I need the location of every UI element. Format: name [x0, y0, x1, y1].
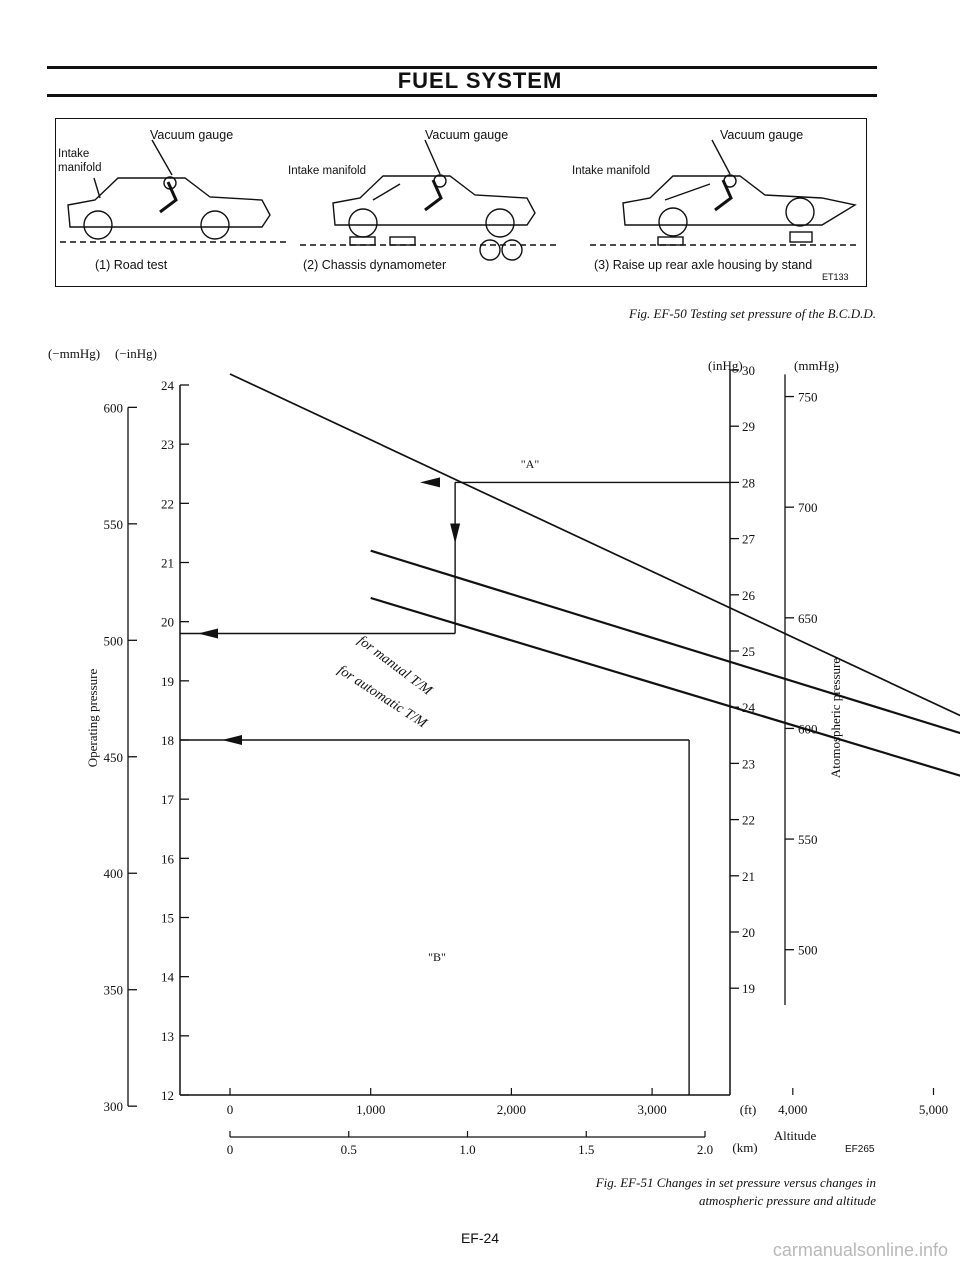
- panel3-gauge-label: Vacuum gauge: [720, 128, 804, 142]
- car-panel-1: [60, 139, 290, 243]
- tick-label-atm-mmhg: 500: [798, 943, 818, 958]
- header-rule-top: [47, 66, 877, 69]
- example-a-arrowhead-result: [198, 628, 218, 639]
- tick-label-mmhg: 450: [104, 750, 124, 765]
- fig51-caption-line2: atmospheric pressure and altitude: [698, 1193, 876, 1208]
- fig50-caption: Fig. EF-50 Testing set pressure of the B…: [629, 306, 876, 321]
- tick-label-atm-inhg: 26: [742, 588, 756, 603]
- tick-label-atm-mmhg: 650: [798, 611, 818, 626]
- tick-label-ft: 5,000: [919, 1102, 948, 1117]
- tick-label-km: 1.0: [459, 1142, 475, 1157]
- fig50-illustration: [60, 139, 860, 261]
- panel3-manifold-label: Intake manifold: [572, 165, 650, 177]
- tick-label-inhg: 22: [161, 496, 174, 511]
- atm-vs-altitude-line: [229, 373, 960, 717]
- tick-label-mmhg: 300: [104, 1099, 124, 1114]
- x-unit-km: (km): [732, 1140, 757, 1155]
- tick-label-atm-inhg: 22: [742, 813, 755, 828]
- tick-label-inhg: 17: [161, 792, 175, 807]
- example-a-arrowhead-down: [450, 523, 461, 544]
- tick-label-atm-inhg: 21: [742, 869, 755, 884]
- unit-right-inner: (inHg): [708, 358, 743, 373]
- tick-label-inhg: 19: [161, 674, 174, 689]
- tick-label-ft: 4,000: [778, 1102, 807, 1117]
- tick-label-inhg: 24: [161, 378, 175, 393]
- tick-label-inhg: 21: [161, 556, 174, 571]
- header-rule-bottom: [47, 94, 877, 97]
- tick-label-inhg: 20: [161, 615, 174, 630]
- panel2-caption: (2) Chassis dynamometer: [303, 258, 447, 272]
- atm-axis-title: Atomospheric pressure: [828, 658, 843, 778]
- fig51-caption: Fig. EF-51 Changes in set pressure versu…: [596, 1174, 876, 1210]
- tick-label-atm-inhg: 27: [742, 532, 756, 547]
- tick-label-km: 0: [227, 1142, 234, 1157]
- unit-left-outer: (−mmHg): [48, 346, 100, 361]
- tick-label-km: 2.0: [697, 1142, 713, 1157]
- tick-label-mmhg: 400: [104, 866, 124, 881]
- series-line-manual: [370, 549, 960, 735]
- panel3-caption: (3) Raise up rear axle housing by stand: [594, 258, 813, 272]
- chart-svg: 1213141516171819202122232430035040045050…: [48, 346, 960, 1157]
- tick-label-atm-inhg: 28: [742, 475, 755, 490]
- tick-label-mmhg: 350: [104, 983, 124, 998]
- tick-label-atm-inhg: 30: [742, 363, 755, 378]
- tick-label-atm-mmhg: 700: [798, 500, 818, 515]
- car-panel-2: [300, 139, 560, 261]
- fig51-caption-line1: Fig. EF-51 Changes in set pressure versu…: [595, 1175, 876, 1190]
- panel2-gauge-label: Vacuum gauge: [425, 128, 509, 142]
- example-b-arrowhead-left: [222, 735, 242, 745]
- tick-label-atm-inhg: 29: [742, 419, 755, 434]
- panel1-caption: (1) Road test: [95, 258, 168, 272]
- x-title-altitude: Altitude: [774, 1128, 817, 1143]
- tick-label-inhg: 18: [161, 733, 174, 748]
- tick-label-km: 0.5: [341, 1142, 357, 1157]
- tick-label-inhg: 15: [161, 911, 174, 926]
- annotation-a: "A": [521, 457, 540, 471]
- tick-label-mmhg: 550: [104, 517, 124, 532]
- tick-label-ft: 0: [227, 1102, 234, 1117]
- tick-label-inhg: 23: [161, 437, 174, 452]
- tick-label-inhg: 12: [161, 1088, 174, 1103]
- annotation-b: "B": [428, 950, 446, 964]
- page-title: FUEL SYSTEM: [397, 68, 563, 93]
- tick-label-inhg: 13: [161, 1029, 174, 1044]
- panel1-gauge-label: Vacuum gauge: [150, 128, 234, 142]
- tick-label-mmhg: 500: [104, 633, 124, 648]
- panel2-manifold-label: Intake manifold: [288, 165, 366, 177]
- tick-label-km: 1.5: [578, 1142, 594, 1157]
- tick-label-atm-inhg: 20: [742, 925, 755, 940]
- fig50-code: ET133: [822, 272, 849, 282]
- tick-label-inhg: 16: [161, 851, 175, 866]
- car-panel-3: [590, 139, 860, 246]
- y-axis-title: Operating pressure: [85, 669, 100, 768]
- tick-label-mmhg: 600: [104, 400, 124, 415]
- x-unit-ft: (ft): [740, 1102, 757, 1117]
- fig51-code: EF265: [845, 1144, 875, 1155]
- unit-right-outer: (mmHg): [794, 358, 839, 373]
- panel1-manifold-label: Intake manifold: [58, 148, 102, 174]
- example-a-arrowhead-left: [420, 477, 440, 488]
- tick-label-atm-inhg: 23: [742, 756, 755, 771]
- watermark: carmanualsonline.info: [772, 1240, 948, 1260]
- tick-label-inhg: 14: [161, 970, 175, 985]
- unit-left-inner: (−inHg): [115, 346, 157, 361]
- tick-label-atm-inhg: 25: [742, 644, 755, 659]
- tick-label-ft: 3,000: [637, 1102, 666, 1117]
- tick-label-ft: 1,000: [356, 1102, 385, 1117]
- tick-label-atm-inhg: 19: [742, 981, 755, 996]
- tick-label-ft: 2,000: [497, 1102, 526, 1117]
- fig50-frame: [55, 118, 867, 287]
- tick-label-atm-mmhg: 750: [798, 390, 818, 405]
- series-line-automatic: [370, 596, 960, 777]
- tick-label-atm-mmhg: 550: [798, 832, 818, 847]
- page-number: EF-24: [460, 1230, 500, 1246]
